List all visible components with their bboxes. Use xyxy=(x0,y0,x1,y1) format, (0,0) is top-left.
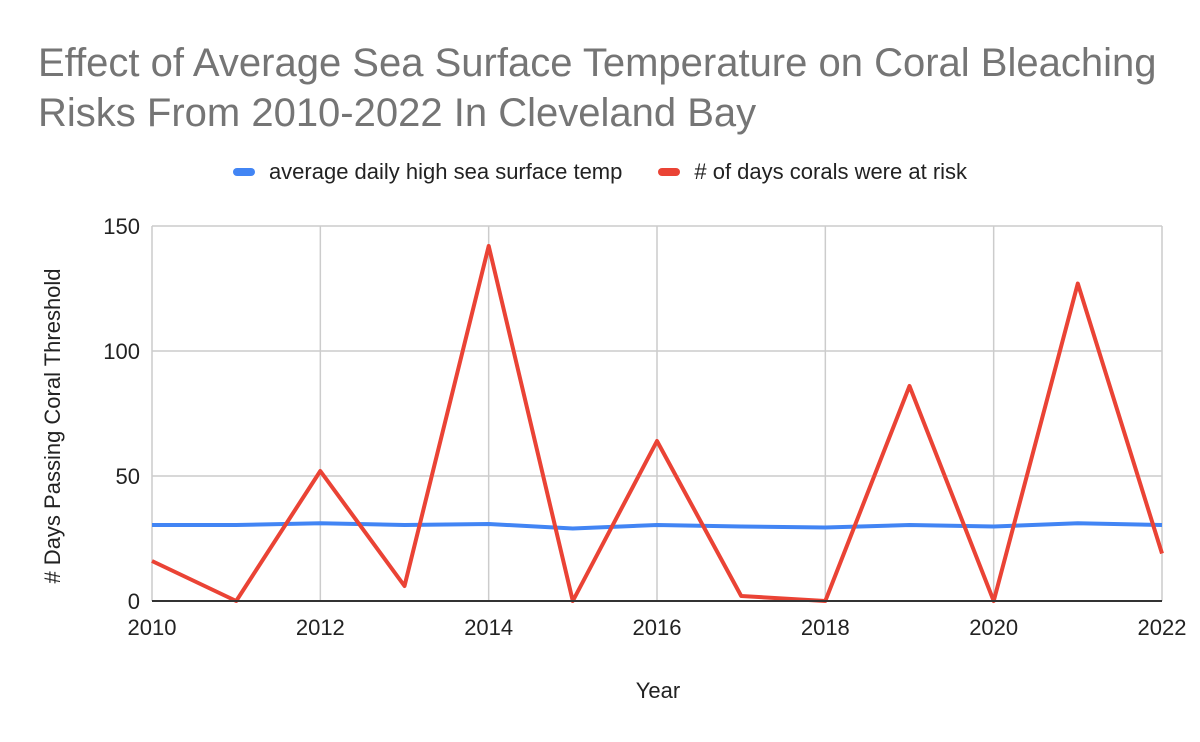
x-tick-label: 2012 xyxy=(296,615,345,640)
legend-swatch-temp xyxy=(232,168,255,176)
legend-label-risk: # of days corals were at risk xyxy=(694,159,968,184)
x-tick-label: 2014 xyxy=(464,615,513,640)
y-tick-label: 0 xyxy=(128,589,140,614)
chart-title: Effect of Average Sea Surface Temperatur… xyxy=(38,41,1157,135)
legend-label-temp: average daily high sea surface temp xyxy=(268,159,623,184)
y-tick-label: 100 xyxy=(103,339,140,364)
y-axis-title: # Days Passing Coral Threshold xyxy=(40,268,65,583)
y-tick-label: 50 xyxy=(116,464,140,489)
legend: average daily high sea surface temp # of… xyxy=(0,158,1200,186)
x-tick-label: 2016 xyxy=(633,615,682,640)
x-tick-label: 2022 xyxy=(1138,615,1187,640)
legend-item-temp: average daily high sea surface temp xyxy=(232,158,623,186)
y-axis: 0 50 100 150 xyxy=(103,214,140,614)
gridlines xyxy=(151,225,1163,601)
legend-swatch-risk xyxy=(658,168,681,176)
x-tick-label: 2018 xyxy=(801,615,850,640)
series-line-temp xyxy=(152,521,1163,531)
x-axis: 2010 2012 2014 2016 2018 2020 2022 xyxy=(128,600,1187,640)
legend-item-risk: # of days corals were at risk xyxy=(658,158,967,186)
x-axis-title: Year xyxy=(636,678,680,703)
x-tick-label: 2010 xyxy=(128,615,177,640)
x-tick-label: 2020 xyxy=(969,615,1018,640)
y-tick-label: 150 xyxy=(103,214,140,239)
